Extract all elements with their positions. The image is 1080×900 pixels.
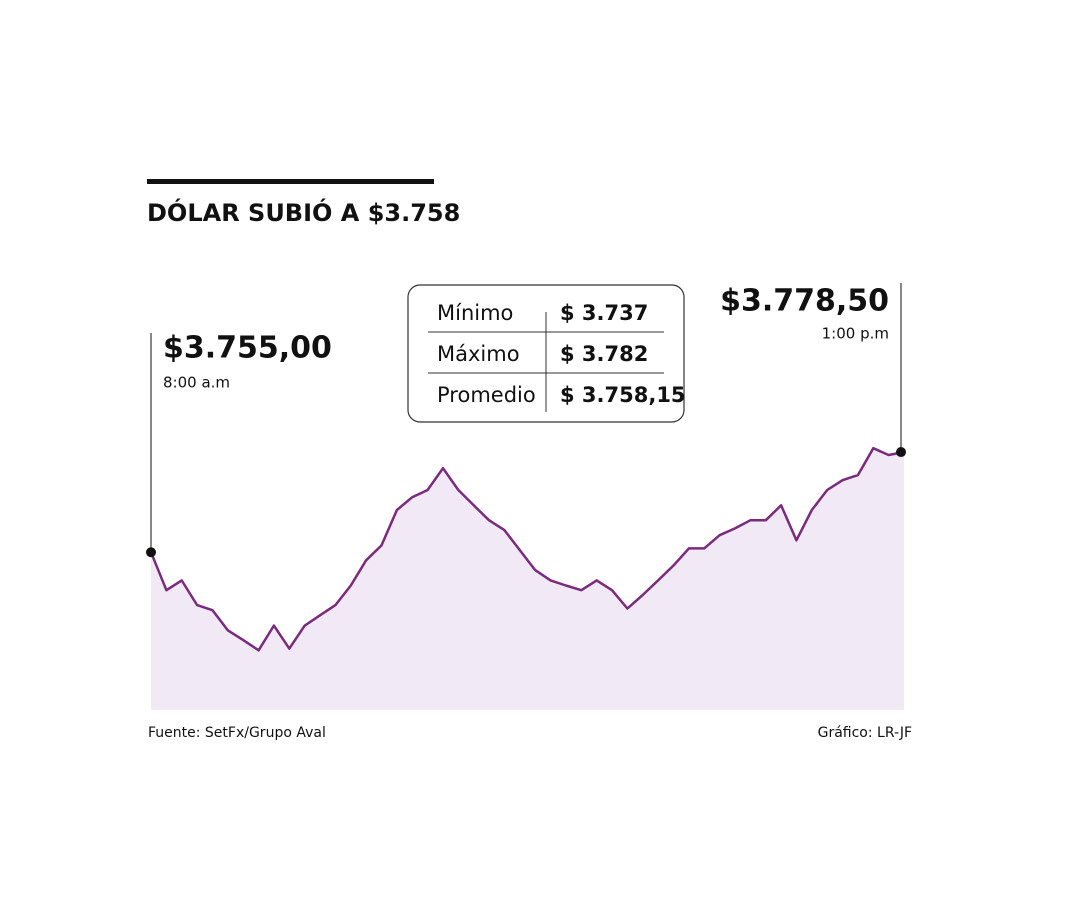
stat-name: Promedio bbox=[437, 383, 536, 407]
source: Fuente: SetFx/Grupo Aval bbox=[148, 725, 326, 741]
chart-title: DÓLAR SUBIÓ A $3.758 bbox=[147, 197, 460, 227]
end-point bbox=[896, 447, 906, 458]
stat-value: $ 3.782 bbox=[560, 342, 648, 366]
time-label: 1:00 p.m bbox=[822, 325, 889, 343]
stat-name: Máximo bbox=[437, 342, 520, 366]
stat-value: $ 3.758,15 bbox=[560, 383, 686, 407]
stat-name: Mínimo bbox=[437, 301, 513, 325]
area bbox=[151, 448, 904, 710]
end-point bbox=[146, 547, 156, 558]
credit: Gráfico: LR-JF bbox=[818, 725, 912, 741]
value-label: $3.778,50 bbox=[720, 284, 889, 319]
title-bar bbox=[147, 179, 434, 184]
value-label: $3.755,00 bbox=[163, 331, 332, 366]
line bbox=[149, 446, 905, 652]
time-label: 8:00 a.m bbox=[163, 374, 230, 392]
stat-value: $ 3.737 bbox=[560, 301, 648, 325]
